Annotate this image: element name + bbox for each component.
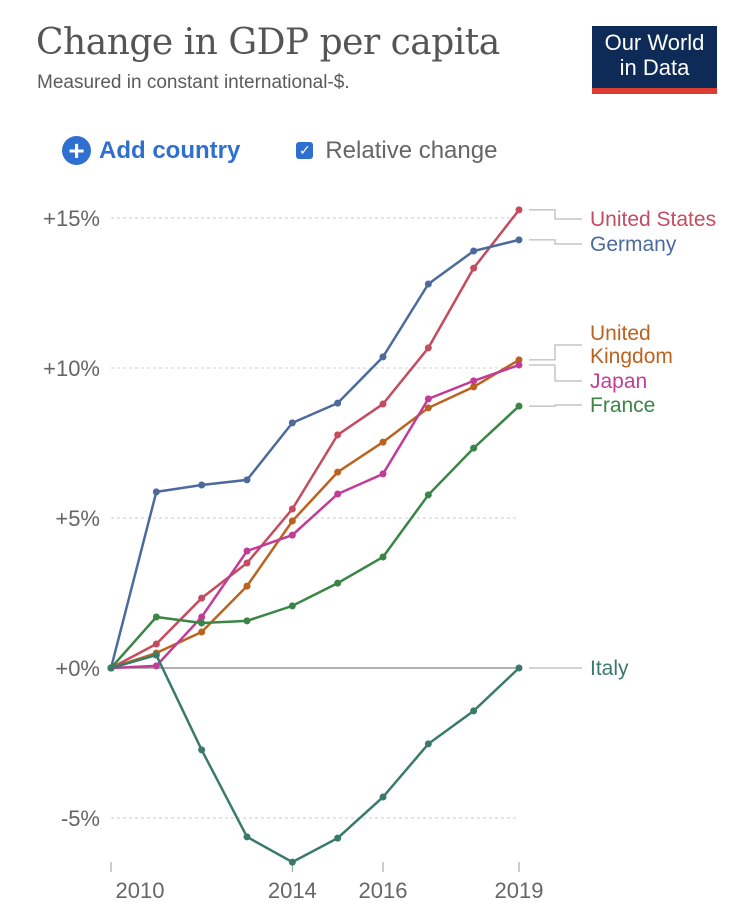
data-point [107, 664, 115, 672]
data-point [379, 553, 387, 561]
data-point [515, 356, 523, 364]
data-point [288, 602, 296, 610]
owid-logo[interactable]: Our World in Data [592, 26, 717, 94]
series-united-states: United States [107, 206, 716, 672]
data-point [152, 662, 160, 670]
add-country-label: Add country [99, 136, 241, 164]
chart-controls: + Add country ✓ Relative change [62, 136, 497, 165]
x-tick-label: 2016 [359, 878, 408, 903]
series-line [110, 653, 520, 864]
data-point [243, 476, 251, 484]
data-point [152, 640, 160, 648]
data-point [470, 707, 478, 715]
data-point [515, 361, 523, 369]
data-point [243, 582, 251, 590]
label-connector [529, 239, 582, 245]
data-point [379, 400, 387, 408]
data-point [198, 746, 206, 754]
chart-subtitle: Measured in constant international-$. [37, 72, 350, 93]
data-point [379, 353, 387, 361]
data-point [470, 444, 478, 452]
data-point [379, 438, 387, 446]
series-line [110, 405, 520, 669]
logo-line-2: in Data [619, 55, 690, 80]
y-tick-label: +0% [55, 656, 100, 681]
data-point [152, 613, 160, 621]
data-point [334, 579, 342, 587]
y-tick-label: +10% [43, 356, 100, 381]
data-point [198, 613, 206, 621]
data-point [198, 594, 206, 602]
data-point [515, 402, 523, 410]
add-country-button[interactable]: + Add country [62, 136, 240, 165]
data-point [198, 619, 206, 627]
checkbox-checked-icon[interactable]: ✓ [296, 142, 314, 159]
series-line [109, 238, 520, 669]
chart-title: Change in GDP per capita [36, 22, 500, 63]
data-point [198, 628, 206, 636]
relative-change-toggle[interactable]: ✓ Relative change [296, 137, 497, 165]
x-tick-label: 2014 [268, 878, 317, 903]
data-point [334, 399, 342, 407]
data-point [243, 833, 251, 841]
y-tick-label: +15% [43, 206, 100, 231]
series-italy: Italy [107, 651, 629, 866]
data-point [334, 834, 342, 842]
data-point [243, 559, 251, 567]
data-point [288, 858, 296, 866]
data-point [470, 264, 478, 272]
data-point [470, 247, 478, 255]
data-point [424, 395, 432, 403]
data-point [379, 470, 387, 478]
data-point [288, 419, 296, 427]
data-point [515, 664, 523, 672]
series-label: Germany [590, 233, 677, 256]
data-point [470, 377, 478, 385]
data-point [288, 517, 296, 525]
label-connector [529, 404, 582, 407]
data-point [515, 206, 523, 214]
label-connector [529, 209, 582, 220]
data-point [424, 740, 432, 748]
data-point [198, 481, 206, 489]
data-point [288, 505, 296, 513]
x-tick-label: 2010 [116, 878, 165, 903]
series-label: United States [590, 208, 716, 231]
data-point [152, 651, 160, 659]
series-japan: Japan [107, 361, 647, 672]
series-line [110, 209, 520, 670]
y-tick-label: +5% [55, 506, 100, 531]
data-point [379, 793, 387, 801]
data-point [334, 431, 342, 439]
label-connector [529, 364, 582, 382]
data-point [334, 468, 342, 476]
data-point [334, 490, 342, 498]
data-point [243, 617, 251, 625]
series-label: United [590, 322, 651, 345]
data-point [470, 383, 478, 391]
data-point [424, 491, 432, 499]
series-label: Kingdom [590, 345, 673, 368]
x-tick-label: 2019 [495, 878, 544, 903]
data-point [515, 236, 523, 244]
series-label: France [590, 394, 655, 417]
series-label: Italy [590, 657, 629, 680]
y-tick-label: -5% [61, 806, 100, 831]
series-france: France [107, 394, 655, 672]
data-point [424, 404, 432, 412]
series-line [110, 363, 520, 670]
data-point [424, 280, 432, 288]
relative-change-label: Relative change [325, 136, 498, 164]
data-point [288, 531, 296, 539]
plus-icon: + [62, 136, 91, 165]
data-point [424, 344, 432, 352]
label-connector [529, 344, 582, 361]
data-point [243, 547, 251, 555]
logo-line-1: Our World [604, 30, 705, 55]
series-label: Japan [590, 370, 647, 393]
data-point [152, 488, 160, 496]
